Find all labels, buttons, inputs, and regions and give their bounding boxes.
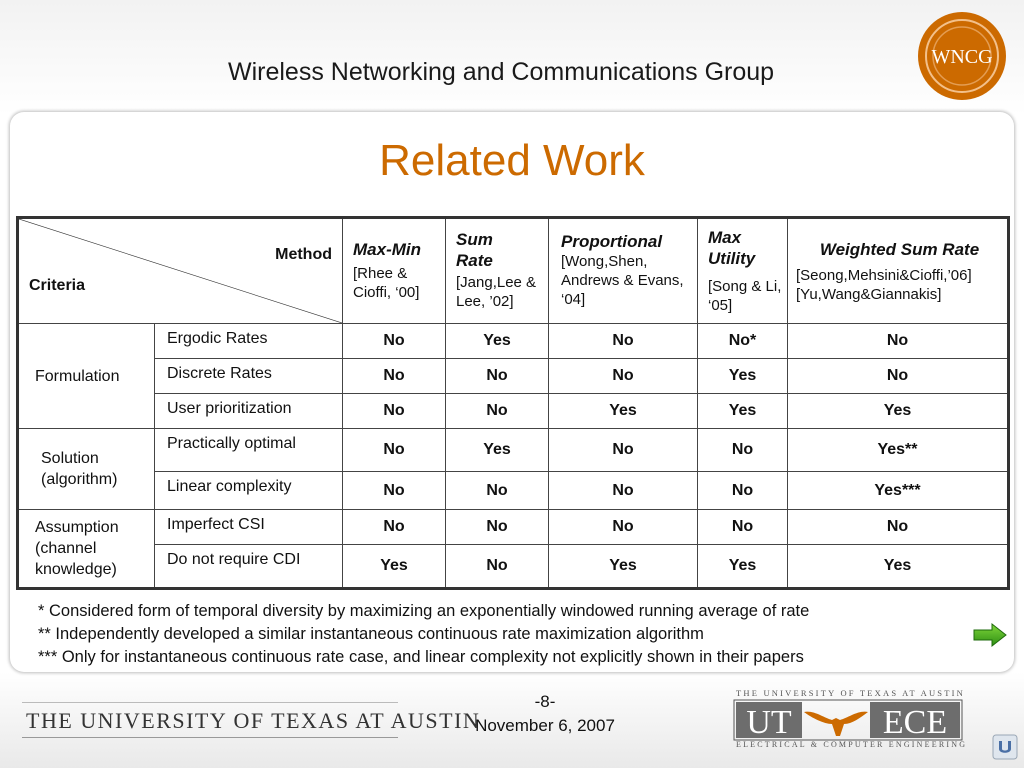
criterion-label: Linear complexity	[154, 471, 343, 510]
table-row: Solution (algorithm) Practically optimal…	[17, 428, 1009, 510]
value-cell: No	[787, 509, 1009, 545]
value-cell: No	[548, 323, 698, 359]
value-cell: No	[548, 428, 698, 472]
table-row: Formulation Ergodic Rates No Yes No No* …	[17, 323, 1009, 429]
value-cell: No	[445, 393, 549, 429]
criteria-label: Criteria	[29, 277, 86, 294]
utece-logo-top-text: THE UNIVERSITY OF TEXAS AT AUSTIN	[736, 688, 965, 698]
slide-title: Related Work	[379, 136, 645, 185]
footnote: * Considered form of temporal diversity …	[38, 602, 810, 620]
method-ref: [Wong,Shen, Andrews & Evans, ‘04]	[561, 253, 684, 308]
home-icon[interactable]	[992, 734, 1018, 760]
value-cell: No	[445, 544, 549, 589]
method-header-max-utility: Max Utility [Song & Li, ‘05]	[697, 217, 788, 324]
utece-logo-ece: ECE	[883, 704, 947, 741]
value-cell: No	[342, 471, 446, 510]
criterion-label: Practically optimal	[154, 428, 343, 472]
table-row: Do not require CDI Yes No Yes Yes Yes	[18, 544, 1009, 589]
value-cell: No	[548, 358, 698, 394]
group-label: Formulation	[17, 323, 155, 429]
value-cell: Yes	[697, 544, 788, 589]
value-cell: Yes	[548, 393, 698, 429]
value-cell: No	[787, 323, 1009, 359]
criterion-label: Imperfect CSI	[154, 509, 343, 545]
value-cell: No*	[697, 323, 788, 359]
value-cell: No	[445, 509, 549, 545]
method-header-proportional: Proportional [Wong,Shen, Andrews & Evans…	[548, 217, 698, 324]
value-cell: No	[342, 323, 446, 359]
value-cell: No	[697, 509, 788, 545]
footnotes: * Considered form of temporal diversity …	[38, 600, 809, 669]
table-row: User prioritization No No Yes Yes Yes	[18, 393, 1009, 429]
group-label: Solution (algorithm)	[17, 428, 155, 510]
value-cell: No	[548, 471, 698, 510]
utece-logo-ut: UT	[746, 704, 792, 741]
divider	[22, 702, 398, 703]
longhorn-icon	[804, 711, 868, 736]
header-background	[0, 0, 1024, 115]
footnote: ** Independently developed a similar ins…	[38, 625, 704, 643]
method-ref: [Seong,Mehsini&Cioffi,’06] [Yu,Wang&Gian…	[796, 267, 972, 303]
table-row: Discrete Rates No No No Yes No	[18, 358, 1009, 394]
method-title: Proportional	[561, 232, 663, 251]
table-row: Assumption (channel knowledge) Imperfect…	[17, 509, 1009, 589]
value-cell: No	[697, 471, 788, 510]
wncg-logo: WNCG	[918, 12, 1006, 100]
footnote: *** Only for instantaneous continuous ra…	[38, 648, 804, 666]
value-cell: No	[342, 509, 446, 545]
value-cell: No	[342, 428, 446, 472]
method-title: Max-Min	[353, 240, 421, 259]
related-work-table: Method Criteria Max-Min [Rhee & Cioffi, …	[16, 216, 1010, 590]
value-cell: Yes	[787, 544, 1009, 589]
method-title: Max Utility	[708, 228, 756, 268]
method-label: Method	[275, 246, 332, 263]
header-title: Wireless Networking and Communications G…	[228, 58, 775, 86]
page-number: -8-	[534, 692, 556, 711]
method-header-max-min: Max-Min [Rhee & Cioffi, ‘00]	[342, 217, 446, 324]
value-cell: Yes	[697, 358, 788, 394]
criterion-label: Ergodic Rates	[154, 323, 343, 359]
criterion-label: User prioritization	[154, 393, 343, 429]
wncg-logo-text: WNCG	[931, 46, 992, 68]
method-header-weighted-sum-rate: Weighted Sum Rate [Seong,Mehsini&Cioffi,…	[787, 217, 1009, 324]
corner-cell: Method Criteria	[17, 217, 343, 324]
value-cell: No	[342, 393, 446, 429]
value-cell: Yes	[445, 428, 549, 472]
method-ref: [Song & Li, ‘05]	[708, 278, 782, 314]
value-cell: Yes	[342, 544, 446, 589]
next-arrow-icon[interactable]	[972, 622, 1008, 648]
value-cell: Yes**	[787, 428, 1009, 472]
method-title: Weighted Sum Rate	[819, 240, 980, 259]
criterion-label: Do not require CDI	[154, 544, 343, 589]
value-cell: Yes	[787, 393, 1009, 429]
divider	[22, 737, 398, 738]
group-label: Assumption (channel knowledge)	[17, 509, 155, 589]
table-row: Linear complexity No No No No Yes***	[18, 471, 1009, 510]
utece-logo-bottom-text: ELECTRICAL & COMPUTER ENGINEERING	[736, 740, 968, 749]
ut-austin-wordmark: THE UNIVERSITY OF TEXAS AT AUSTIN	[26, 708, 481, 733]
method-title: Sum Rate	[456, 230, 493, 270]
method-ref: [Rhee & Cioffi, ‘00]	[353, 265, 420, 301]
value-cell: No	[342, 358, 446, 394]
value-cell: Yes	[548, 544, 698, 589]
value-cell: Yes	[697, 393, 788, 429]
utece-logo: UT ECE	[733, 699, 963, 741]
diagonal-line	[19, 219, 342, 323]
value-cell: Yes	[445, 323, 549, 359]
value-cell: No	[445, 358, 549, 394]
header-row: Method Criteria Max-Min [Rhee & Cioffi, …	[17, 217, 1009, 324]
value-cell: No	[445, 471, 549, 510]
slide-date: November 6, 2007	[475, 716, 615, 735]
value-cell: No	[787, 358, 1009, 394]
method-ref: [Jang,Lee & Lee, ’02]	[456, 274, 537, 310]
value-cell: No	[697, 428, 788, 472]
value-cell: Yes***	[787, 471, 1009, 510]
criterion-label: Discrete Rates	[154, 358, 343, 394]
value-cell: No	[548, 509, 698, 545]
method-header-sum-rate: Sum Rate [Jang,Lee & Lee, ’02]	[445, 217, 549, 324]
